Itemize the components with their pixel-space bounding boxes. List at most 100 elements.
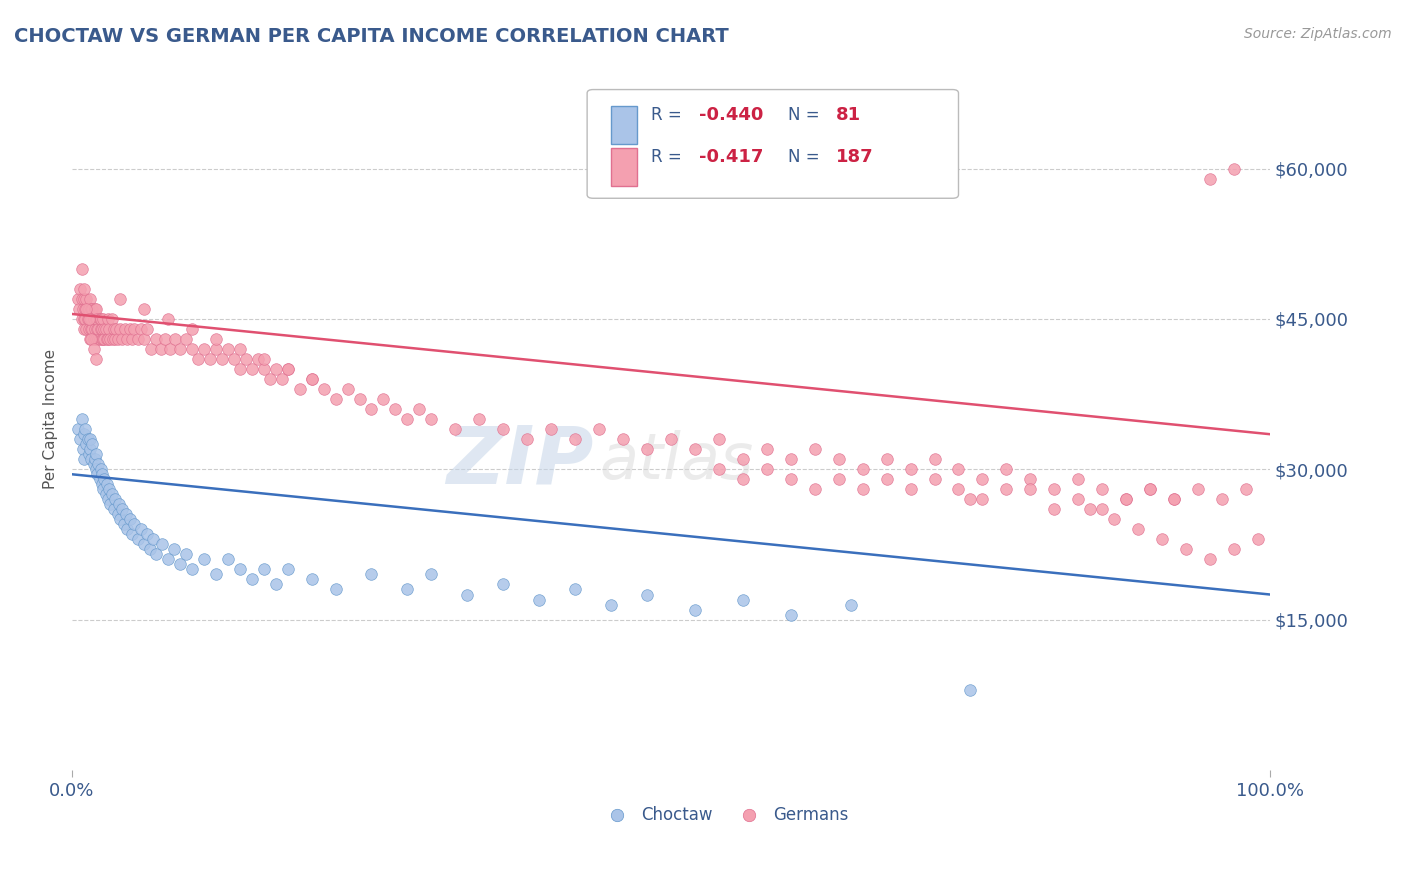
Point (84, 462, 107, 476)
Point (193, 552, 215, 566)
Point (93, 472, 115, 486)
Point (84, 312, 107, 326)
Point (1211, 492, 1233, 507)
Point (1139, 483, 1161, 497)
Point (193, 342, 215, 356)
Point (103, 502, 125, 516)
Point (115, 522, 138, 536)
Point (1019, 472, 1042, 486)
Point (420, 567, 443, 582)
Point (1091, 502, 1114, 516)
Point (83, 322, 105, 336)
Point (93, 332, 115, 346)
Point (384, 402, 406, 417)
Point (115, 332, 138, 346)
Point (79, 292, 101, 306)
Text: atlas: atlas (599, 430, 754, 492)
Point (396, 582, 419, 597)
Point (277, 562, 299, 576)
Point (516, 432, 538, 446)
Point (900, 462, 922, 476)
Point (779, 472, 801, 486)
Text: Germans: Germans (773, 806, 848, 824)
Point (150, 537, 173, 551)
Point (492, 422, 515, 436)
Point (118, 512, 141, 526)
Point (876, 452, 898, 467)
Point (839, 598, 862, 612)
Point (240, 573, 263, 587)
Point (97, 312, 120, 326)
Point (217, 342, 239, 356)
Point (264, 362, 287, 376)
Point (325, 392, 347, 406)
Point (121, 527, 143, 541)
Point (1163, 492, 1185, 507)
Point (82, 437, 104, 451)
Point (204, 342, 226, 356)
Point (132, 301, 155, 316)
Point (779, 452, 801, 467)
Point (87, 457, 110, 471)
Point (156, 552, 179, 566)
Point (77, 447, 100, 461)
Point (211, 352, 233, 367)
Point (131, 322, 153, 336)
Point (373, 392, 395, 406)
Point (83, 452, 105, 467)
Point (1175, 542, 1198, 557)
Point (180, 342, 202, 356)
Point (69, 432, 91, 446)
Point (77, 301, 100, 316)
Point (900, 483, 922, 497)
Point (876, 472, 898, 486)
Point (1223, 161, 1246, 176)
Point (91, 332, 114, 346)
Point (1115, 492, 1137, 507)
Point (91, 312, 114, 326)
Point (72, 442, 94, 457)
Point (82, 322, 104, 336)
Point (588, 422, 610, 436)
Point (1139, 483, 1161, 497)
Point (79, 432, 101, 446)
Point (114, 322, 136, 336)
Point (540, 422, 562, 436)
Point (169, 558, 191, 572)
Point (828, 472, 851, 486)
Point (86, 322, 108, 336)
Text: ZIP: ZIP (446, 422, 593, 500)
Point (94, 487, 117, 501)
Point (96, 332, 118, 346)
Point (1091, 483, 1114, 497)
Point (76, 432, 98, 446)
Point (86, 467, 108, 482)
Point (683, 442, 706, 457)
Point (1152, 533, 1174, 547)
Point (492, 577, 515, 591)
Point (228, 562, 250, 576)
Point (98, 322, 121, 336)
Point (149, 342, 172, 356)
Point (253, 362, 276, 376)
Point (924, 472, 946, 486)
Point (198, 352, 221, 367)
Point (159, 342, 181, 356)
Point (948, 462, 970, 476)
Point (84, 447, 107, 461)
Point (959, 682, 981, 697)
Point (852, 462, 875, 476)
Point (100, 312, 122, 326)
Point (1199, 171, 1222, 186)
Point (82, 301, 104, 316)
Point (87, 332, 110, 346)
Point (83, 332, 105, 346)
Point (108, 322, 131, 336)
Point (659, 432, 682, 446)
Point (396, 412, 419, 426)
Point (90, 322, 112, 336)
Point (84, 352, 107, 367)
Point (360, 402, 382, 417)
Point (73, 312, 96, 326)
Point (76, 312, 98, 326)
